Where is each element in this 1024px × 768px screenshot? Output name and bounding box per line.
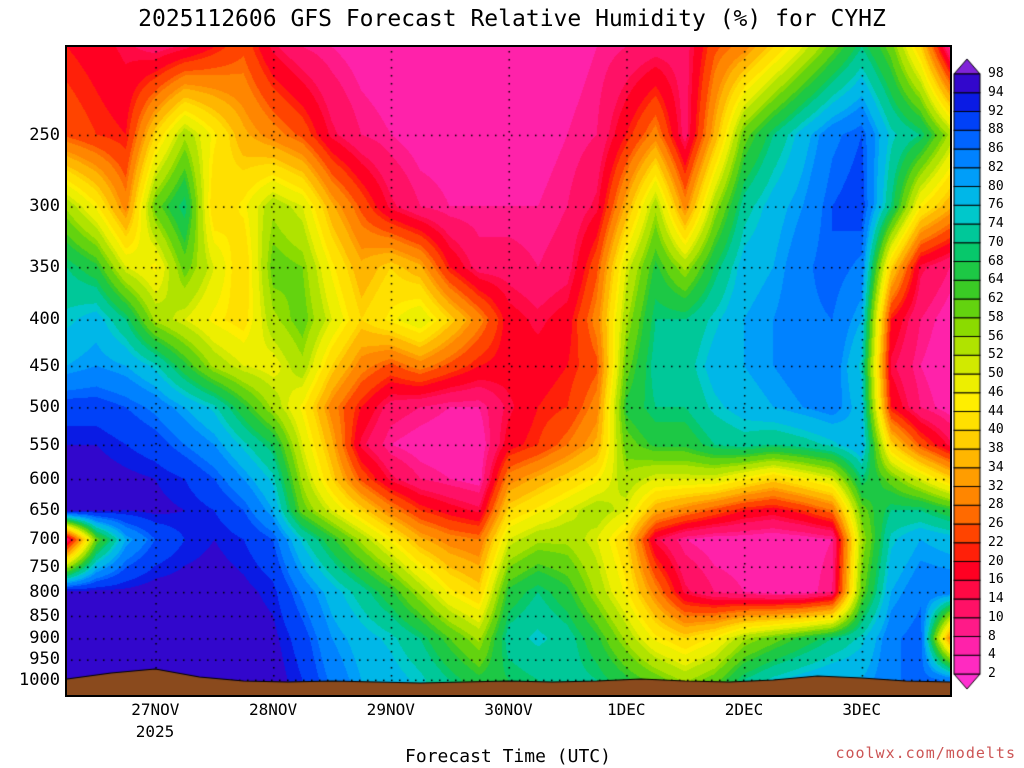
colorbar-tick-label: 16 xyxy=(988,572,1004,588)
colorbar-tick-label: 92 xyxy=(988,103,1004,119)
colorbar-tick-label: 74 xyxy=(988,216,1004,231)
colorbar-tick-label: 76 xyxy=(988,197,1004,213)
x-axis-year-label: 2025 xyxy=(135,722,175,741)
colorbar-tick-label: 50 xyxy=(988,366,1004,381)
colorbar-tick-label: 82 xyxy=(988,159,1004,175)
colorbar-tick-label: 56 xyxy=(988,328,1004,344)
x-tick-label: 2DEC xyxy=(724,700,764,719)
colorbar-tick-label: 52 xyxy=(988,347,1004,363)
colorbar-tick-label: 34 xyxy=(988,459,1004,475)
y-tick-label: 450 xyxy=(29,355,60,376)
colorbar-tick-label: 40 xyxy=(988,422,1004,438)
plot-area xyxy=(65,45,952,697)
y-tick-label: 950 xyxy=(29,649,60,670)
y-tick-label: 300 xyxy=(29,196,60,217)
y-tick-label: 1000 xyxy=(19,669,60,690)
colorbar-tick-label: 26 xyxy=(988,516,1004,531)
colorbar-tick-label: 68 xyxy=(988,253,1004,269)
colorbar-tick-label: 8 xyxy=(988,628,996,644)
x-tick-label: 27NOV xyxy=(131,700,180,719)
y-tick-label: 550 xyxy=(29,434,60,455)
x-tick-label: 29NOV xyxy=(366,700,415,719)
colorbar-tick-label: 4 xyxy=(988,647,996,663)
colorbar-tick-label: 62 xyxy=(988,291,1004,306)
x-tick-label: 28NOV xyxy=(248,700,298,719)
colorbar-tick-label: 44 xyxy=(988,403,1004,419)
y-tick-label: 850 xyxy=(29,605,60,626)
y-tick-label: 350 xyxy=(29,256,60,277)
y-tick-label: 900 xyxy=(29,628,60,649)
colorbar-tick-label: 22 xyxy=(988,534,1004,550)
colorbar-tick-label: 28 xyxy=(988,497,1004,513)
colorbar-tick-label: 94 xyxy=(988,84,1004,100)
colorbar-tick-label: 86 xyxy=(988,141,1004,156)
y-tick-label: 650 xyxy=(29,500,60,521)
humidity-heatmap-canvas xyxy=(67,47,950,695)
colorbar-tick-label: 20 xyxy=(988,553,1004,569)
x-tick-label: 1DEC xyxy=(606,700,646,719)
colorbar-tick-label: 46 xyxy=(988,384,1004,400)
x-axis-title: Forecast Time (UTC) xyxy=(405,746,611,767)
y-tick-label: 400 xyxy=(29,309,60,330)
colorbar-tick-label: 10 xyxy=(988,609,1004,625)
colorbar-tick-label: 98 xyxy=(988,66,1004,81)
y-tick-label: 500 xyxy=(29,397,60,418)
colorbar-tick-label: 32 xyxy=(988,478,1004,494)
x-tick-label: 30NOV xyxy=(484,700,533,719)
y-tick-label: 250 xyxy=(29,124,60,145)
colorbar-tick-label: 2 xyxy=(988,666,996,681)
y-tick-label: 800 xyxy=(29,581,60,602)
watermark-text: coolwx.com/modelts xyxy=(835,744,1016,762)
colorbar-tick-label: 70 xyxy=(988,234,1004,250)
y-tick-label: 700 xyxy=(29,529,60,550)
colorbar-tick-label: 64 xyxy=(988,272,1004,288)
colorbar-tick-label: 14 xyxy=(988,591,1004,606)
x-tick-label: 3DEC xyxy=(842,700,881,719)
colorbar-tick-label: 80 xyxy=(988,178,1004,194)
colorbar-tick-label: 38 xyxy=(988,441,1004,456)
colorbar-tick-label: 58 xyxy=(988,309,1004,325)
y-tick-label: 600 xyxy=(29,468,60,489)
chart-title: 2025112606 GFS Forecast Relative Humidit… xyxy=(138,6,886,32)
colorbar xyxy=(952,58,982,690)
y-tick-label: 750 xyxy=(29,556,60,577)
colorbar-tick-label: 88 xyxy=(988,122,1004,138)
